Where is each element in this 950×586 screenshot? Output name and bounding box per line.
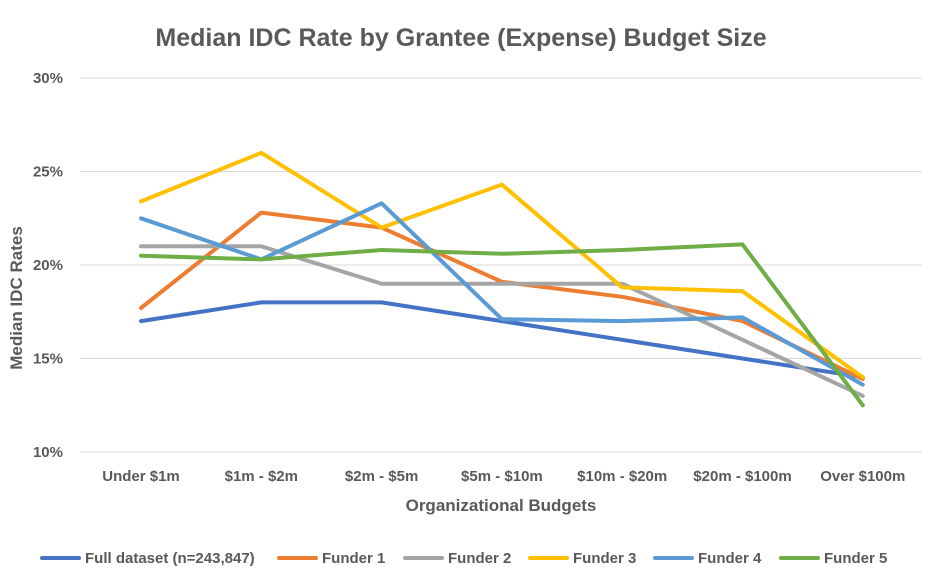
series-line-6 [139,242,865,408]
gridlines [80,77,922,453]
y-axis-title: Median IDC Rates [7,226,26,370]
series-line-3 [139,244,865,398]
series-line-1 [139,300,865,380]
x-axis-ticks: Under $1m $1m - $2m $2m - $5m $5m - $10m $10… [102,468,905,485]
legend-label: Funder 5 [824,550,887,567]
legend-label: Funder 1 [322,550,385,567]
y-axis-ticks: 10% 15% 20% 25% 30% [33,70,63,461]
x-axis-title: Organizational Budgets [406,496,597,515]
x-tick-label: $5m - $10m [461,468,543,485]
x-tick-label: $1m - $2m [225,468,298,485]
y-tick-label: 25% [33,164,63,181]
x-tick-label: $10m - $20m [577,468,667,485]
y-tick-label: 30% [33,70,63,87]
series-line-2 [139,210,865,382]
chart-title: Median IDC Rate by Grantee (Expense) Bud… [155,24,766,52]
series-line-4 [139,150,865,380]
series-line-5 [139,201,865,387]
x-tick-label: $20m - $100m [693,468,791,485]
x-tick-label: Under $1m [102,468,180,485]
legend-label: Funder 2 [448,550,511,567]
series-lines [139,150,865,408]
x-tick-label: Over $100m [820,468,905,485]
y-tick-label: 20% [33,257,63,274]
x-tick-label: $2m - $5m [345,468,418,485]
legend-label: Funder 4 [698,550,762,567]
legend-label: Full dataset (n=243,847) [85,550,255,567]
legend-label: Funder 3 [573,550,636,567]
y-tick-label: 10% [33,444,63,461]
legend: Full dataset (n=243,847) Funder 1 Funder 2… [40,550,887,567]
y-tick-label: 15% [33,351,63,368]
